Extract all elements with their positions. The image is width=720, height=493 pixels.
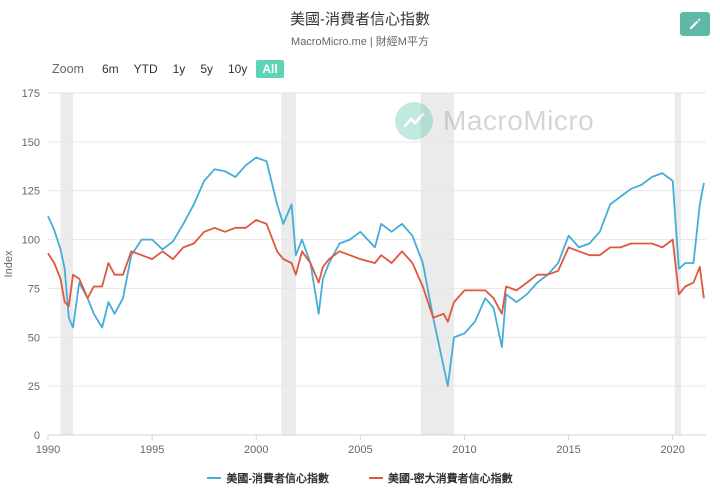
watermark-text: MacroMicro <box>443 105 595 136</box>
zoom-label: Zoom <box>52 62 84 76</box>
legend-item-series1[interactable]: 美國-消費者信心指數 <box>207 470 329 486</box>
y-tick-label: 75 <box>28 283 40 295</box>
legend-label-series1: 美國-消費者信心指數 <box>226 473 329 485</box>
series-line-2 <box>47 219 705 323</box>
x-tick-label: 2015 <box>556 444 580 456</box>
legend-item-series2[interactable]: 美國-密大消費者信心指數 <box>369 470 513 486</box>
y-tick-label: 175 <box>22 88 40 100</box>
edit-button[interactable] <box>680 12 710 36</box>
y-tick-label: 150 <box>22 137 40 149</box>
chart-subtitle: MacroMicro.me | 財經M平方 <box>291 36 429 48</box>
x-tick-label: 1990 <box>36 444 60 456</box>
zoom-all-button[interactable]: All <box>256 60 284 78</box>
chart-legend: 美國-消費者信心指數 美國-密大消費者信心指數 <box>0 470 720 486</box>
x-tick-label: 2000 <box>244 444 268 456</box>
chart-title: 美國-消費者信心指數 <box>290 11 430 28</box>
pencil-icon <box>690 18 701 29</box>
zoom-6m-button[interactable]: 6m <box>101 62 119 76</box>
legend-swatch-series1 <box>207 477 222 479</box>
y-tick-label: 0 <box>34 430 40 442</box>
recession-band <box>60 93 73 435</box>
zoom-1y-button[interactable]: 1y <box>172 62 186 76</box>
zoom-ytd-button[interactable]: YTD <box>133 62 158 76</box>
recession-band <box>281 93 296 435</box>
zoom-10y-button[interactable]: 10y <box>228 62 248 76</box>
y-tick-label: 100 <box>22 235 40 247</box>
watermark: MacroMicro <box>395 102 594 140</box>
x-tick-label: 2005 <box>348 444 372 456</box>
y-tick-label: 50 <box>28 332 40 344</box>
x-tick-label: 1995 <box>140 444 164 456</box>
y-axis-label: Index <box>3 250 15 277</box>
legend-swatch-series2 <box>369 477 383 479</box>
legend-label-series2: 美國-密大消費者信心指數 <box>388 473 513 485</box>
series-line-1 <box>47 156 705 387</box>
x-tick-label: 2010 <box>452 444 476 456</box>
zoom-bar: Zoom 6m YTD 1y 5y 10y All <box>52 60 287 78</box>
recession-band <box>420 93 455 435</box>
y-tick-label: 125 <box>22 186 40 198</box>
zoom-5y-button[interactable]: 5y <box>200 62 213 76</box>
x-tick-label: 2020 <box>660 444 684 456</box>
y-tick-label: 25 <box>28 381 40 393</box>
macromicro-logo-icon <box>395 102 433 140</box>
